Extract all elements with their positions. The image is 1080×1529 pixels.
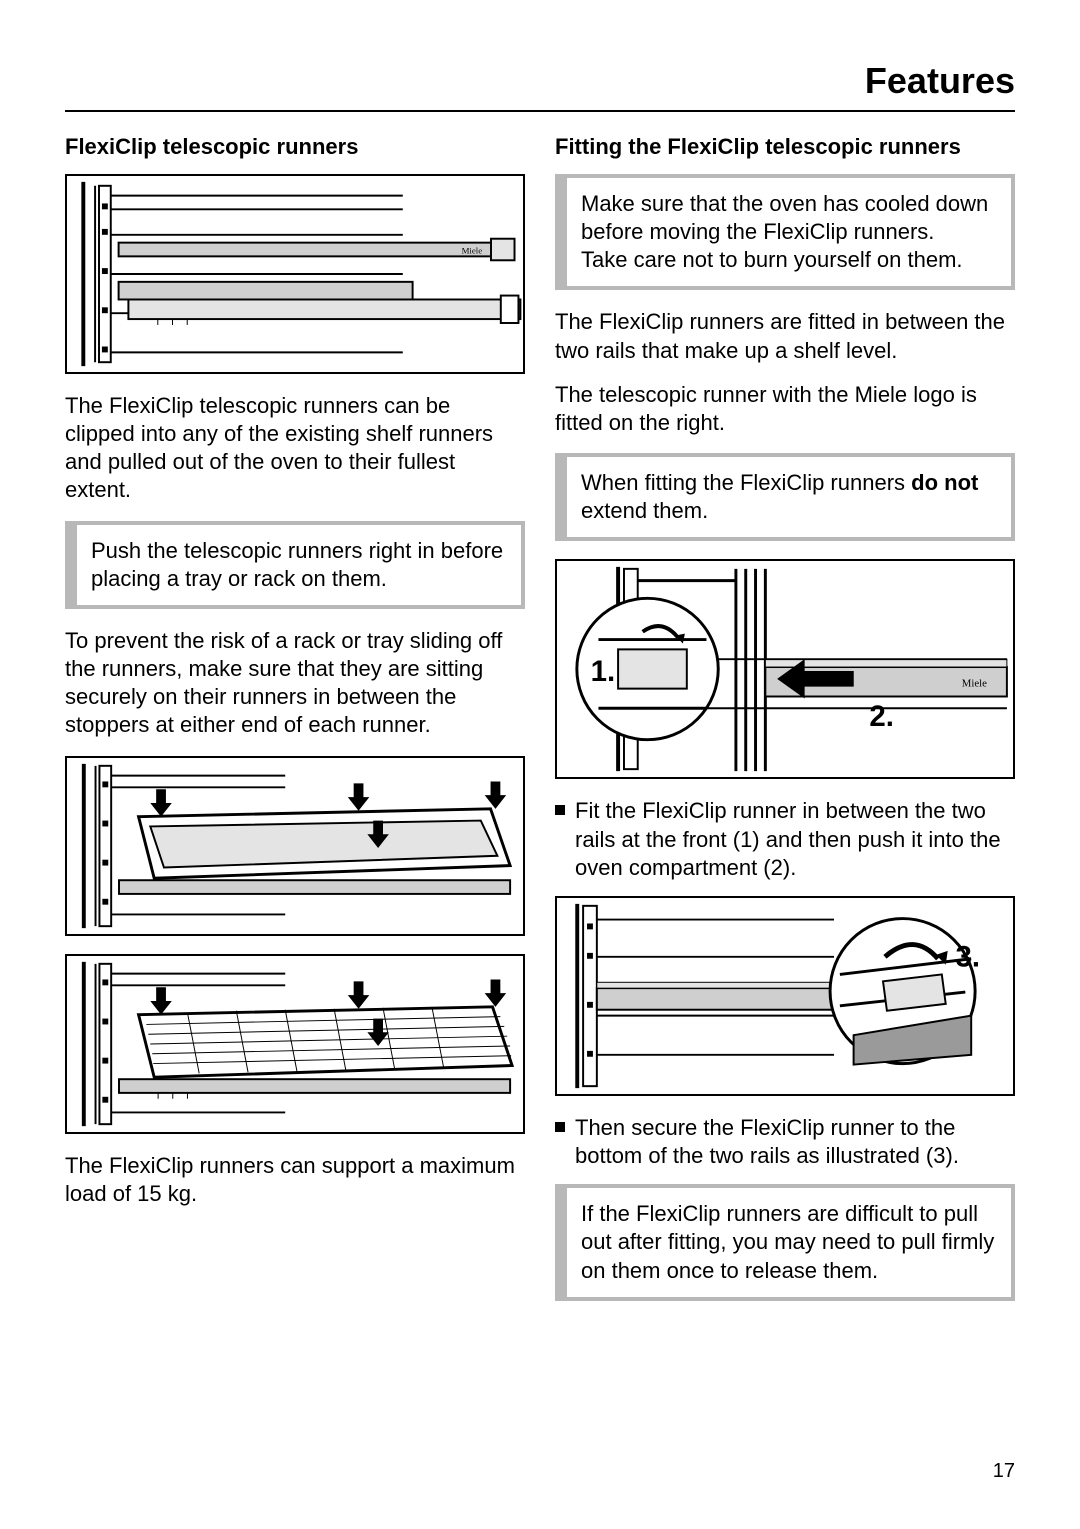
left-p1: The FlexiClip telescopic runners can be … <box>65 392 525 505</box>
svg-text:2.: 2. <box>869 700 894 733</box>
right-callout-1: Make sure that the oven has cooled down … <box>555 174 1015 290</box>
left-p3: The FlexiClip runners can support a maxi… <box>65 1152 525 1208</box>
right-p2: The telescopic runner with the Miele log… <box>555 381 1015 437</box>
illustration-rack-arrows <box>65 954 525 1134</box>
illustration-fitting-3: 3. <box>555 896 1015 1096</box>
bullet-text: Fit the FlexiClip runner in between the … <box>575 797 1015 881</box>
content-columns: FlexiClip telescopic runners <box>65 134 1015 1319</box>
callout2-bold: do not <box>911 470 978 495</box>
callout-line1: Make sure that the oven has cooled down … <box>581 190 997 246</box>
right-heading: Fitting the FlexiClip telescopic runners <box>555 134 1015 160</box>
bullet-icon <box>555 805 565 815</box>
right-column: Fitting the FlexiClip telescopic runners… <box>555 134 1015 1319</box>
bullet-text: Then secure the FlexiClip runner to the … <box>575 1114 1015 1170</box>
right-bullet-2: Then secure the FlexiClip runner to the … <box>555 1114 1015 1170</box>
bullet-icon <box>555 1122 565 1132</box>
left-column: FlexiClip telescopic runners <box>65 134 525 1319</box>
svg-text:Miele: Miele <box>962 678 987 690</box>
illustration-tray-arrows <box>65 756 525 936</box>
left-heading: FlexiClip telescopic runners <box>65 134 525 160</box>
illustration-runners-extended: Miele <box>65 174 525 374</box>
callout-text: Push the telescopic runners right in bef… <box>91 538 503 591</box>
right-bullet-1: Fit the FlexiClip runner in between the … <box>555 797 1015 881</box>
right-p1: The FlexiClip runners are fitted in betw… <box>555 308 1015 364</box>
svg-text:3.: 3. <box>956 940 981 973</box>
page-title: Features <box>65 60 1015 112</box>
callout-text: If the FlexiClip runners are difficult t… <box>581 1201 994 1282</box>
right-callout-3: If the FlexiClip runners are difficult t… <box>555 1184 1015 1300</box>
right-callout-2: When fitting the FlexiClip runners do no… <box>555 453 1015 541</box>
svg-text:1.: 1. <box>591 655 616 688</box>
left-callout-1: Push the telescopic runners right in bef… <box>65 521 525 609</box>
page-number: 17 <box>993 1460 1015 1483</box>
callout2-post: extend them. <box>581 498 708 523</box>
left-p2: To prevent the risk of a rack or tray sl… <box>65 627 525 740</box>
callout2-pre: When fitting the FlexiClip runners <box>581 470 911 495</box>
illustration-fitting-12: Miele <box>555 559 1015 779</box>
callout-line2: Take care not to burn yourself on them. <box>581 246 997 274</box>
svg-text:Miele: Miele <box>462 245 483 255</box>
